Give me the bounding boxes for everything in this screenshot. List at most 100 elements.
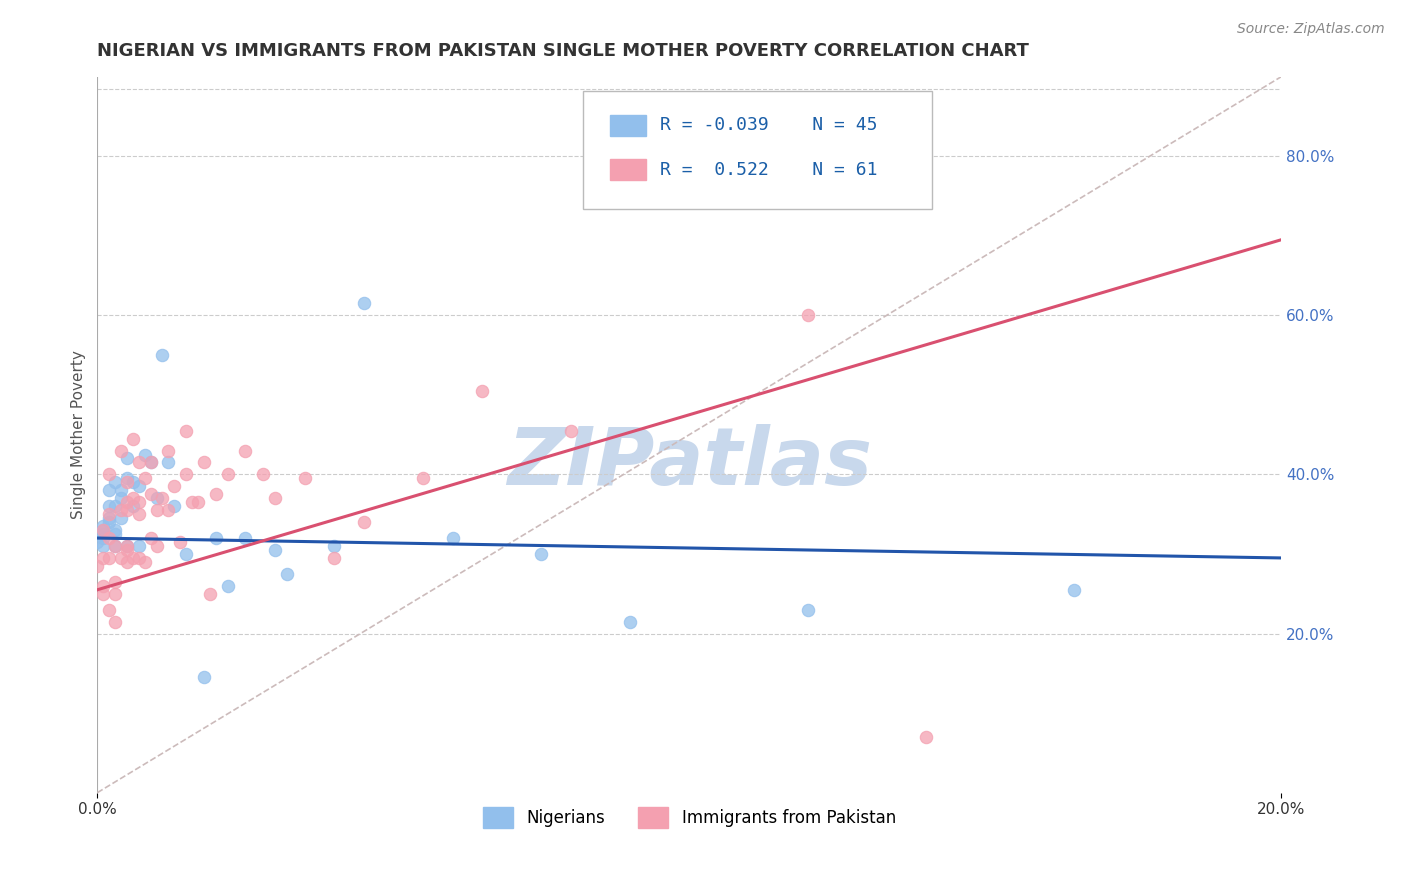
Point xyxy=(104,500,127,514)
Point xyxy=(441,531,464,545)
Point xyxy=(104,475,127,490)
Point xyxy=(110,511,132,525)
Point xyxy=(115,495,138,509)
Point xyxy=(115,471,138,485)
Point xyxy=(110,483,132,498)
Point xyxy=(122,550,145,565)
Point xyxy=(264,543,287,558)
Bar xyxy=(610,159,645,180)
Point xyxy=(139,455,162,469)
Point xyxy=(122,432,145,446)
Point xyxy=(104,574,127,589)
Point xyxy=(91,539,114,553)
Point xyxy=(91,519,114,533)
Point xyxy=(115,475,138,490)
Point xyxy=(235,531,257,545)
Point xyxy=(217,467,239,482)
Point xyxy=(187,495,209,509)
Point xyxy=(98,515,121,529)
Text: R = -0.039    N = 45: R = -0.039 N = 45 xyxy=(659,116,877,135)
Point xyxy=(157,455,180,469)
Point xyxy=(115,543,138,558)
Point xyxy=(217,579,239,593)
Point xyxy=(915,730,938,744)
Point xyxy=(193,670,215,684)
Point xyxy=(139,455,162,469)
Point xyxy=(91,579,114,593)
Point xyxy=(145,503,167,517)
Point xyxy=(560,424,582,438)
Point xyxy=(104,539,127,553)
Point xyxy=(204,487,226,501)
Point xyxy=(353,515,375,529)
Point xyxy=(193,455,215,469)
Point xyxy=(91,531,114,545)
Point xyxy=(91,550,114,565)
Point xyxy=(323,539,346,553)
Point xyxy=(145,491,167,506)
Point xyxy=(134,471,156,485)
Point xyxy=(412,471,434,485)
Point xyxy=(252,467,274,482)
Point xyxy=(98,602,121,616)
Legend: Nigerians, Immigrants from Pakistan: Nigerians, Immigrants from Pakistan xyxy=(477,801,903,834)
Point xyxy=(104,523,127,537)
Point xyxy=(104,615,127,629)
Point xyxy=(98,531,121,545)
Point xyxy=(104,539,127,553)
Point xyxy=(128,479,150,493)
Point xyxy=(134,555,156,569)
Point xyxy=(98,500,121,514)
Point xyxy=(91,527,114,541)
Point xyxy=(294,471,316,485)
Text: R =  0.522    N = 61: R = 0.522 N = 61 xyxy=(659,161,877,178)
Point xyxy=(174,424,197,438)
Point xyxy=(91,523,114,537)
Point xyxy=(98,483,121,498)
Point xyxy=(139,487,162,501)
Point xyxy=(98,511,121,525)
Point xyxy=(98,507,121,521)
Point xyxy=(163,479,186,493)
Point xyxy=(104,527,127,541)
Point xyxy=(471,384,494,398)
Point xyxy=(353,296,375,310)
Point xyxy=(86,558,108,573)
Point xyxy=(174,467,197,482)
Point xyxy=(128,539,150,553)
Text: Source: ZipAtlas.com: Source: ZipAtlas.com xyxy=(1237,22,1385,37)
Point xyxy=(139,531,162,545)
Point xyxy=(122,500,145,514)
Point xyxy=(104,587,127,601)
Point xyxy=(797,602,820,616)
Point xyxy=(152,491,174,506)
Point xyxy=(323,550,346,565)
Point xyxy=(530,547,553,561)
Point xyxy=(181,495,204,509)
Point xyxy=(128,455,150,469)
Point xyxy=(198,587,221,601)
Point xyxy=(122,491,145,506)
Point xyxy=(86,535,108,549)
Point xyxy=(115,539,138,553)
Text: NIGERIAN VS IMMIGRANTS FROM PAKISTAN SINGLE MOTHER POVERTY CORRELATION CHART: NIGERIAN VS IMMIGRANTS FROM PAKISTAN SIN… xyxy=(97,42,1029,60)
Point xyxy=(110,443,132,458)
Point xyxy=(91,587,114,601)
Point xyxy=(98,467,121,482)
Point xyxy=(1063,582,1085,597)
Point xyxy=(110,503,132,517)
Point xyxy=(204,531,226,545)
Bar xyxy=(610,114,645,136)
Point xyxy=(169,535,191,549)
Point xyxy=(276,566,298,581)
Point xyxy=(91,523,114,537)
Text: ZIPatlas: ZIPatlas xyxy=(508,425,872,502)
FancyBboxPatch shape xyxy=(583,91,932,209)
Point xyxy=(157,443,180,458)
Point xyxy=(619,615,641,629)
Point xyxy=(115,451,138,466)
Point xyxy=(163,500,186,514)
Point xyxy=(122,475,145,490)
Point xyxy=(157,503,180,517)
Y-axis label: Single Mother Poverty: Single Mother Poverty xyxy=(72,351,86,519)
